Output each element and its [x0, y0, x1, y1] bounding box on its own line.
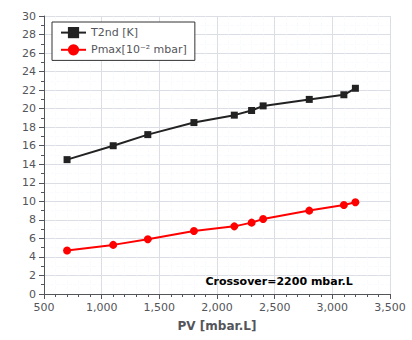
svg-text:8: 8 — [29, 213, 36, 226]
svg-text:2,500: 2,500 — [259, 301, 291, 314]
svg-text:Pmax[10⁻² mbar]: Pmax[10⁻² mbar] — [91, 43, 187, 56]
svg-text:3,000: 3,000 — [317, 301, 349, 314]
svg-text:28: 28 — [22, 28, 36, 41]
svg-text:2,000: 2,000 — [201, 301, 233, 314]
svg-text:20: 20 — [22, 102, 36, 115]
svg-text:22: 22 — [22, 84, 36, 97]
svg-text:PV [mbar.L]: PV [mbar.L] — [178, 319, 257, 333]
svg-text:26: 26 — [22, 47, 36, 60]
svg-text:24: 24 — [22, 65, 36, 78]
svg-text:6: 6 — [29, 232, 36, 245]
svg-text:18: 18 — [22, 121, 36, 134]
svg-text:2: 2 — [29, 269, 36, 282]
svg-text:16: 16 — [22, 139, 36, 152]
svg-text:Crossover=2200 mbar.L: Crossover=2200 mbar.L — [205, 275, 352, 288]
svg-text:0: 0 — [29, 288, 36, 301]
svg-text:T2nd [K]: T2nd [K] — [90, 26, 138, 39]
svg-text:4: 4 — [29, 250, 36, 263]
svg-text:1,500: 1,500 — [144, 301, 176, 314]
svg-text:30: 30 — [22, 10, 36, 23]
svg-text:12: 12 — [22, 176, 36, 189]
svg-text:1,000: 1,000 — [86, 301, 118, 314]
svg-text:14: 14 — [22, 158, 36, 171]
svg-text:3,500: 3,500 — [374, 301, 406, 314]
svg-text:500: 500 — [34, 301, 55, 314]
svg-text:10: 10 — [22, 195, 36, 208]
